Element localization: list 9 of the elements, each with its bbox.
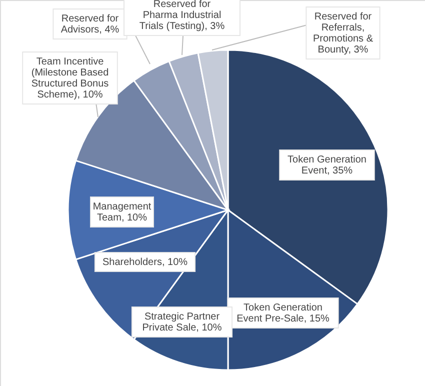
slice-label: Management Team, 10% xyxy=(92,202,152,224)
slice-label: Team Incentive (Milestone Based Structured Bonus Scheme), 10% xyxy=(31,56,109,100)
slice-label: Token Generation Event Pre-Sale, 15% xyxy=(236,302,330,324)
slice-label: Reserved for Pharma Industrial Trials (Testing), 3% xyxy=(139,0,225,32)
slice-label: Reserved for Advisors, 4% xyxy=(60,14,120,36)
slice-label: Reserved for Referrals, Promotions & Bounty, 3% xyxy=(312,12,374,56)
slice-label: Strategic Partner Private Sale, 10% xyxy=(142,312,222,334)
slice-label: Shareholders, 10% xyxy=(102,257,188,268)
slice-label: Token Generation Event, 35% xyxy=(288,154,366,176)
